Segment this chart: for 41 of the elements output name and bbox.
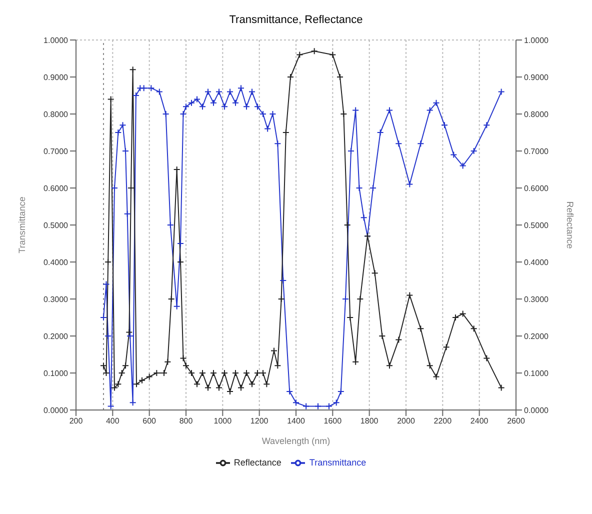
y2-tick-label: 0.1000 (524, 368, 550, 378)
y2-tick-label: 0.0000 (524, 406, 550, 415)
y-tick-label: 0.4000 (44, 258, 69, 267)
y-tick-label: 0.8000 (44, 110, 69, 119)
y-tick-label: 0.6000 (44, 184, 69, 193)
x-tick-label: 600 (142, 416, 157, 426)
x-tick-label: 1600 (324, 416, 342, 426)
x-tick-label: 2200 (434, 416, 452, 426)
y-tick-label: 0.9000 (44, 72, 69, 82)
chart-title: Transmittance, Reflectance (228, 14, 364, 26)
y-tick-label: 0.0000 (44, 406, 69, 415)
y2-tick-label: 0.3000 (524, 294, 550, 304)
y-tick-label: 1.0000 (44, 36, 69, 45)
x-tick-label: 1400 (287, 416, 306, 426)
x-tick-label: 2400 (470, 416, 489, 426)
y-tick-label: 0.7000 (44, 146, 69, 156)
y2-tick-label: 0.6000 (524, 184, 550, 193)
legend-label: Reflectance (234, 457, 282, 468)
y2-tick-label: 0.8000 (524, 110, 550, 119)
y2-tick-label: 0.9000 (524, 72, 550, 82)
x-tick-label: 2600 (507, 416, 526, 426)
y2-tick-label: 0.4000 (524, 258, 550, 267)
y2-axis-title: Reflectance (564, 201, 575, 249)
y-axis-title: Transmittance (17, 196, 28, 254)
y-tick-label: 0.5000 (44, 220, 69, 230)
x-axis-title: Wavelength (nm) (262, 436, 330, 446)
legend-label: Transmittance (309, 457, 366, 468)
x-tick-label: 200 (69, 416, 84, 426)
y2-tick-label: 0.7000 (524, 146, 550, 156)
x-tick-label: 400 (106, 416, 120, 426)
x-tick-label: 1000 (214, 416, 232, 426)
x-tick-label: 1800 (360, 416, 379, 426)
y-tick-label: 0.2000 (44, 332, 69, 341)
y-tick-label: 0.1000 (44, 368, 69, 378)
x-tick-label: 2000 (397, 416, 416, 426)
y2-tick-label: 0.5000 (524, 220, 550, 230)
y2-tick-label: 1.0000 (524, 36, 550, 45)
y2-tick-label: 0.2000 (524, 332, 550, 341)
y-tick-label: 0.3000 (44, 294, 69, 304)
x-tick-label: 800 (179, 416, 194, 426)
x-tick-label: 1200 (250, 416, 269, 426)
